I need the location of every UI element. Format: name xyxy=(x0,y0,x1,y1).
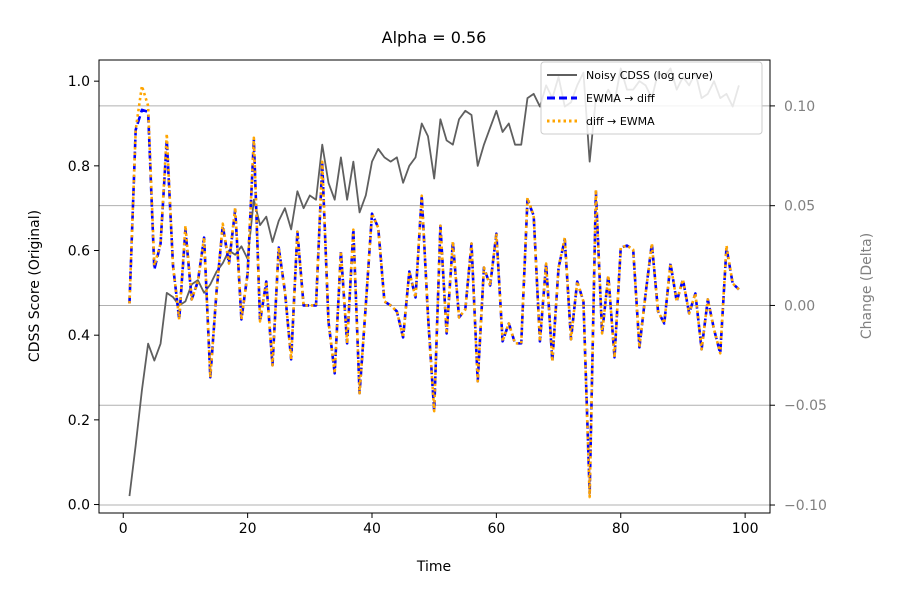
y-left-tick-label: 1.0 xyxy=(68,74,90,90)
x-axis: 0 20 40 60 80 100 xyxy=(119,513,759,537)
y-right-tick-label: −0.05 xyxy=(784,398,827,414)
x-tick-label: 100 xyxy=(732,521,759,537)
x-tick-label: 20 xyxy=(239,521,257,537)
x-tick-label: 0 xyxy=(119,521,128,537)
series-line-diff-ewma xyxy=(128,84,740,499)
y-right-tick-label: −0.10 xyxy=(784,498,827,514)
y-axis-right-label: Change (Delta) xyxy=(859,233,875,339)
legend-label-ewma-diff: EWMA → diff xyxy=(586,92,655,105)
y-axis-left-label: CDSS Score (Original) xyxy=(27,210,43,362)
y-right-tick-label: 0.10 xyxy=(784,99,815,115)
y-left-tick-label: 0.4 xyxy=(68,328,90,344)
y-left-tick-label: 0.6 xyxy=(68,244,90,260)
x-tick-label: 40 xyxy=(363,521,381,537)
x-axis-label: Time xyxy=(416,559,451,575)
y-axis-right: −0.10 −0.05 0.00 0.05 0.10 xyxy=(770,99,827,514)
plot-frame xyxy=(98,59,771,514)
chart-title: Alpha = 0.56 xyxy=(382,28,487,47)
y-left-tick-label: 0.8 xyxy=(68,159,90,175)
legend-label-diff-ewma: diff → EWMA xyxy=(586,115,655,128)
legend: Noisy CDSS (log curve) EWMA → diff diff … xyxy=(540,61,763,135)
y-right-tick-label: 0.00 xyxy=(784,298,815,314)
y-left-tick-label: 0.2 xyxy=(68,413,90,429)
legend-label-original: Noisy CDSS (log curve) xyxy=(586,69,713,82)
x-tick-label: 60 xyxy=(487,521,505,537)
series-line-ewma-diff xyxy=(128,108,740,495)
y-left-tick-label: 0.0 xyxy=(68,498,90,514)
y-right-tick-label: 0.05 xyxy=(784,199,815,215)
legend-box xyxy=(540,61,763,135)
x-tick-label: 80 xyxy=(612,521,630,537)
y-axis-left: 0.0 0.2 0.4 0.6 0.8 1.0 xyxy=(68,74,99,514)
